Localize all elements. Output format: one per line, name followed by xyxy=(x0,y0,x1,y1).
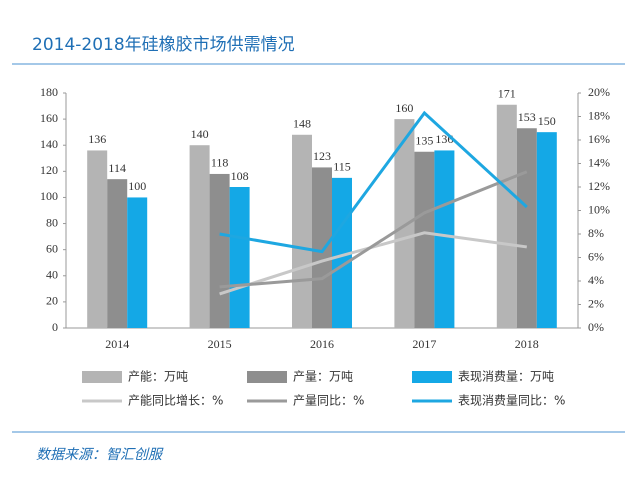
y-tick-label: 180 xyxy=(40,85,58,99)
x-tick-label: 2014 xyxy=(105,337,129,351)
y-tick-label: 20 xyxy=(46,294,58,308)
bar-label: 135 xyxy=(415,134,433,148)
bar xyxy=(189,145,210,328)
x-tick-label: 2015 xyxy=(208,337,232,351)
bar-label: 150 xyxy=(538,114,556,128)
bar-label: 100 xyxy=(128,179,146,193)
y-tick-label: 100 xyxy=(40,189,58,203)
legend-swatch xyxy=(82,371,122,383)
bar xyxy=(414,151,435,328)
bar xyxy=(292,134,312,328)
y2-tick-label: 10% xyxy=(588,202,610,216)
legend-swatch xyxy=(247,371,287,383)
source: 数据来源：智汇创服 xyxy=(36,447,164,463)
bar-label: 123 xyxy=(313,149,331,163)
y2-tick-label: 2% xyxy=(588,296,604,310)
bar xyxy=(87,150,108,328)
y-tick-label: 140 xyxy=(40,137,58,151)
bar-label: 114 xyxy=(108,161,126,175)
y2-tick-label: 16% xyxy=(588,132,610,146)
y-tick-label: 80 xyxy=(46,215,58,229)
y2-tick-label: 0% xyxy=(588,320,604,334)
legend-label: 表现消费量同比：% xyxy=(458,394,565,408)
bar xyxy=(209,173,230,328)
y-tick-label: 60 xyxy=(46,241,58,255)
line-series xyxy=(219,110,528,254)
line-series xyxy=(219,170,528,289)
bar xyxy=(312,167,332,328)
chart-title: 2014-2018年硅橡胶市场供需情况 xyxy=(32,35,295,55)
bar xyxy=(536,132,557,328)
y2-tick-label: 4% xyxy=(588,273,604,287)
legend-label: 产能：万吨 xyxy=(128,370,188,384)
bar-label: 171 xyxy=(498,87,516,101)
bar xyxy=(516,128,537,328)
x-tick-label: 2016 xyxy=(310,337,334,351)
legend-label: 产量：万吨 xyxy=(293,370,353,384)
bar xyxy=(434,150,455,328)
legend-label: 产能同比增长：% xyxy=(128,394,223,408)
bar-label: 136 xyxy=(88,132,106,146)
bar-label: 140 xyxy=(191,127,209,141)
y2-tick-label: 14% xyxy=(588,155,610,169)
y-tick-label: 120 xyxy=(40,163,58,177)
y-tick-label: 160 xyxy=(40,111,58,125)
bar xyxy=(127,197,148,328)
bar-label: 115 xyxy=(333,160,351,174)
y2-tick-label: 8% xyxy=(588,226,604,240)
bar-label: 108 xyxy=(231,169,249,183)
bar xyxy=(394,119,415,328)
y2-tick-label: 20% xyxy=(588,85,610,99)
legend-label: 产量同比：% xyxy=(293,394,364,408)
y2-tick-label: 12% xyxy=(588,179,610,193)
bar-label: 148 xyxy=(293,117,311,131)
bar-label: 153 xyxy=(518,110,536,124)
y2-tick-label: 18% xyxy=(588,108,610,122)
y-tick-label: 0 xyxy=(52,320,58,334)
legend-swatch xyxy=(412,371,452,383)
legend-label: 表现消费量：万吨 xyxy=(458,370,554,384)
x-tick-label: 2017 xyxy=(412,337,436,351)
bar xyxy=(496,104,517,328)
y-tick-label: 40 xyxy=(46,268,58,282)
x-tick-label: 2018 xyxy=(515,337,539,351)
bar xyxy=(107,179,128,328)
bar-label: 136 xyxy=(435,132,453,146)
bar-label: 118 xyxy=(211,156,229,170)
bar xyxy=(229,187,250,328)
bar-label: 160 xyxy=(395,101,413,115)
y2-tick-label: 6% xyxy=(588,249,604,263)
